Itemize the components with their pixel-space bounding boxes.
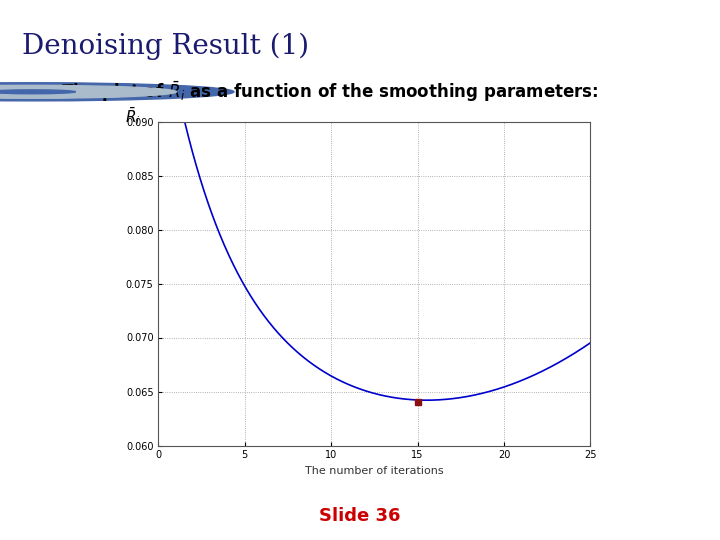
Text: Denoising Result (1): Denoising Result (1)	[22, 32, 309, 59]
Text: Slide 36: Slide 36	[319, 507, 401, 525]
Circle shape	[0, 83, 234, 101]
Text: $\bar{R}_i$: $\bar{R}_i$	[125, 105, 141, 127]
Text: The plot of $\bar{R}_i$ as a function of the smoothing parameters:: The plot of $\bar{R}_i$ as a function of…	[61, 79, 599, 104]
Circle shape	[0, 90, 76, 94]
Circle shape	[0, 85, 176, 98]
X-axis label: The number of iterations: The number of iterations	[305, 466, 444, 476]
